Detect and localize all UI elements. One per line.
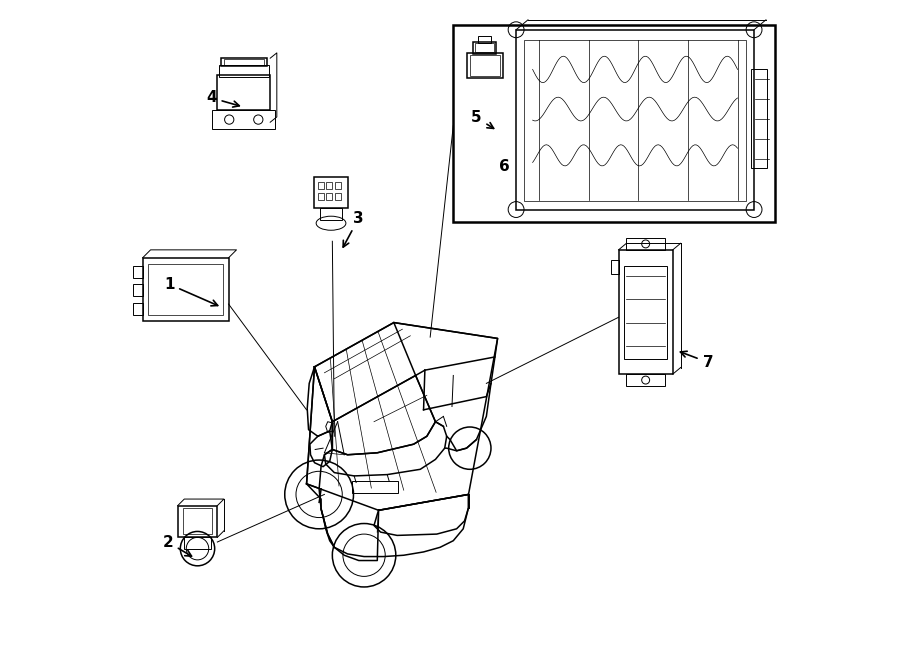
Text: 1: 1	[164, 277, 218, 306]
Bar	[212, 110, 275, 129]
Bar	[473, 42, 496, 54]
Bar	[479, 36, 491, 43]
Bar	[148, 264, 223, 315]
Bar	[318, 193, 324, 200]
Bar	[327, 193, 332, 200]
Bar	[183, 508, 212, 534]
Bar	[610, 260, 618, 274]
Bar	[318, 182, 324, 189]
Bar	[516, 30, 754, 210]
Bar	[314, 177, 347, 208]
Bar	[352, 481, 399, 493]
Bar	[220, 58, 267, 66]
Bar	[327, 182, 332, 189]
Text: 6: 6	[499, 159, 509, 174]
Text: 7: 7	[680, 351, 713, 369]
Bar	[320, 208, 342, 220]
Text: 3: 3	[343, 211, 364, 247]
Bar	[184, 537, 211, 549]
Bar	[524, 40, 746, 201]
Text: 5: 5	[471, 110, 494, 128]
Bar	[475, 43, 494, 52]
Bar	[142, 258, 229, 321]
Bar	[335, 182, 341, 189]
Text: 4: 4	[206, 91, 239, 107]
Bar	[618, 250, 673, 374]
Bar	[132, 284, 142, 296]
Bar	[177, 506, 217, 537]
Text: 2: 2	[162, 535, 192, 556]
Bar	[751, 69, 768, 169]
Bar	[217, 75, 270, 110]
Bar	[454, 25, 775, 222]
Bar	[132, 303, 142, 315]
Bar	[626, 238, 665, 250]
Bar	[219, 65, 269, 77]
Bar	[132, 266, 142, 278]
Bar	[624, 266, 668, 359]
Bar	[224, 59, 264, 65]
Bar	[626, 374, 665, 386]
Bar	[466, 53, 503, 77]
Bar	[335, 193, 341, 200]
Bar	[470, 55, 500, 75]
